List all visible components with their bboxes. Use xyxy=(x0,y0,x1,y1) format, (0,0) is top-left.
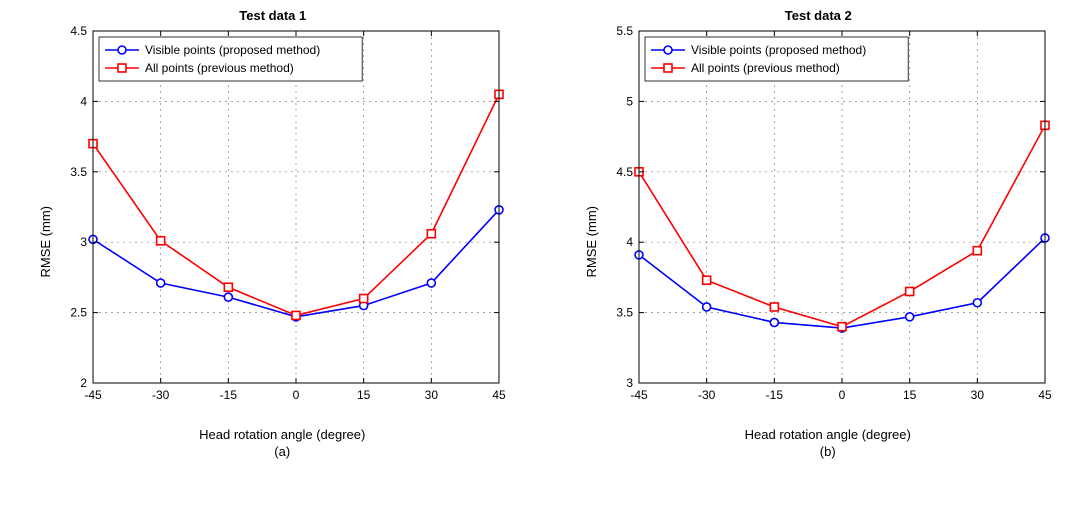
marker-circle xyxy=(428,279,436,287)
ytick-label: 5 xyxy=(626,94,633,108)
xtick-label: -30 xyxy=(698,388,716,402)
marker-circle xyxy=(702,303,710,311)
ytick-label: 3 xyxy=(626,376,633,390)
xtick-label: -45 xyxy=(630,388,648,402)
legend: Visible points (proposed method) All poin… xyxy=(645,37,908,81)
ytick-label: 4.5 xyxy=(616,165,633,179)
tick-labels: -45 -30 -15 0 15 30 45 3 3.5 4 4.5 5 5.5 xyxy=(616,25,1052,402)
xtick-label: -45 xyxy=(85,388,103,402)
marker-circle xyxy=(157,279,165,287)
series-line-visible xyxy=(93,210,499,317)
panel-right-svg: -45 -30 -15 0 15 30 45 3 3.5 4 4.5 5 5.5 Visible poin… xyxy=(603,25,1053,405)
marker-square xyxy=(702,276,710,284)
panel-left-axes: -45 -30 -15 0 15 30 45 2 2.5 3 3.5 4 4.5 Visible poin… xyxy=(57,25,507,405)
panel-right-ylabel: RMSE (mm) xyxy=(584,206,599,278)
marker-square xyxy=(292,311,300,319)
panel-right-axes: -45 -30 -15 0 15 30 45 3 3.5 4 4.5 5 5.5 Visible poin… xyxy=(603,25,1053,405)
ytick-label: 3.5 xyxy=(71,165,88,179)
panel-left-title: Test data 1 xyxy=(239,8,306,23)
marker-square xyxy=(428,230,436,238)
legend-label: Visible points (proposed method) xyxy=(691,43,866,57)
ytick-label: 3.5 xyxy=(616,306,633,320)
panel-right-xlabel: Head rotation angle (degree) xyxy=(745,427,911,442)
marker-square xyxy=(225,283,233,291)
panel-left-plot-row: RMSE (mm) -45 -30 -15 0 15 30 45 2 2.5 3 3.5 4 4.5 Vi… xyxy=(38,25,507,459)
panel-right-title: Test data 2 xyxy=(785,8,852,23)
marker-square xyxy=(973,247,981,255)
legend-label: Visible points (proposed method) xyxy=(145,43,320,57)
ytick-label: 3 xyxy=(81,235,88,249)
marker-square xyxy=(360,295,368,303)
xtick-label: 30 xyxy=(425,388,439,402)
ytick-label: 5.5 xyxy=(616,25,633,38)
ytick-label: 2.5 xyxy=(71,306,88,320)
panel-left-svg: -45 -30 -15 0 15 30 45 2 2.5 3 3.5 4 4.5 Visible poin… xyxy=(57,25,507,405)
marker-circle xyxy=(905,313,913,321)
figure-container: Test data 1 RMSE (mm) -45-30-15015304522… xyxy=(0,0,1091,510)
ytick-label: 4 xyxy=(81,94,88,108)
legend-label: All points (previous method) xyxy=(145,61,294,75)
grid xyxy=(93,31,499,383)
marker-circle xyxy=(973,299,981,307)
panel-right-subcaption: (b) xyxy=(820,444,836,459)
xtick-label: 0 xyxy=(838,388,845,402)
xtick-label: 0 xyxy=(293,388,300,402)
ytick-label: 4 xyxy=(626,235,633,249)
xtick-label: -15 xyxy=(220,388,238,402)
marker-circle xyxy=(225,293,233,301)
xtick-label: 30 xyxy=(970,388,984,402)
marker-square xyxy=(905,287,913,295)
panel-left-axes-wrap: -45 -30 -15 0 15 30 45 2 2.5 3 3.5 4 4.5 Visible poin… xyxy=(57,25,507,459)
legend-label: All points (previous method) xyxy=(691,61,840,75)
panel-left: Test data 1 RMSE (mm) -45 -30 -15 0 15 30 45 2 2… xyxy=(0,8,546,502)
legend: Visible points (proposed method) All poin… xyxy=(99,37,362,81)
xtick-label: 15 xyxy=(357,388,371,402)
ytick-label: 4.5 xyxy=(71,25,88,38)
panel-right: Test data 2 RMSE (mm) -45-30-15015304533… xyxy=(546,8,1091,502)
xtick-label: 45 xyxy=(1038,388,1052,402)
legend-marker-square xyxy=(118,64,126,72)
ytick-label: 2 xyxy=(81,376,88,390)
panel-left-xlabel: Head rotation angle (degree) xyxy=(199,427,365,442)
panel-right-axes-wrap: -45 -30 -15 0 15 30 45 3 3.5 4 4.5 5 5.5 Visible poin… xyxy=(603,25,1053,459)
marker-square xyxy=(770,303,778,311)
panel-left-ylabel: RMSE (mm) xyxy=(38,206,53,278)
legend-marker-circle xyxy=(664,46,672,54)
xtick-label: -15 xyxy=(765,388,783,402)
xtick-label: 45 xyxy=(493,388,507,402)
xtick-label: 15 xyxy=(903,388,917,402)
marker-square xyxy=(838,323,846,331)
legend-marker-circle xyxy=(118,46,126,54)
panel-left-subcaption: (a) xyxy=(274,444,290,459)
legend-marker-square xyxy=(664,64,672,72)
panel-right-plot-row: RMSE (mm) -45 -30 -15 0 15 30 45 3 3.5 4 4.5 5 5.5 Vi… xyxy=(584,25,1053,459)
marker-square xyxy=(157,237,165,245)
xtick-label: -30 xyxy=(152,388,170,402)
marker-circle xyxy=(770,318,778,326)
